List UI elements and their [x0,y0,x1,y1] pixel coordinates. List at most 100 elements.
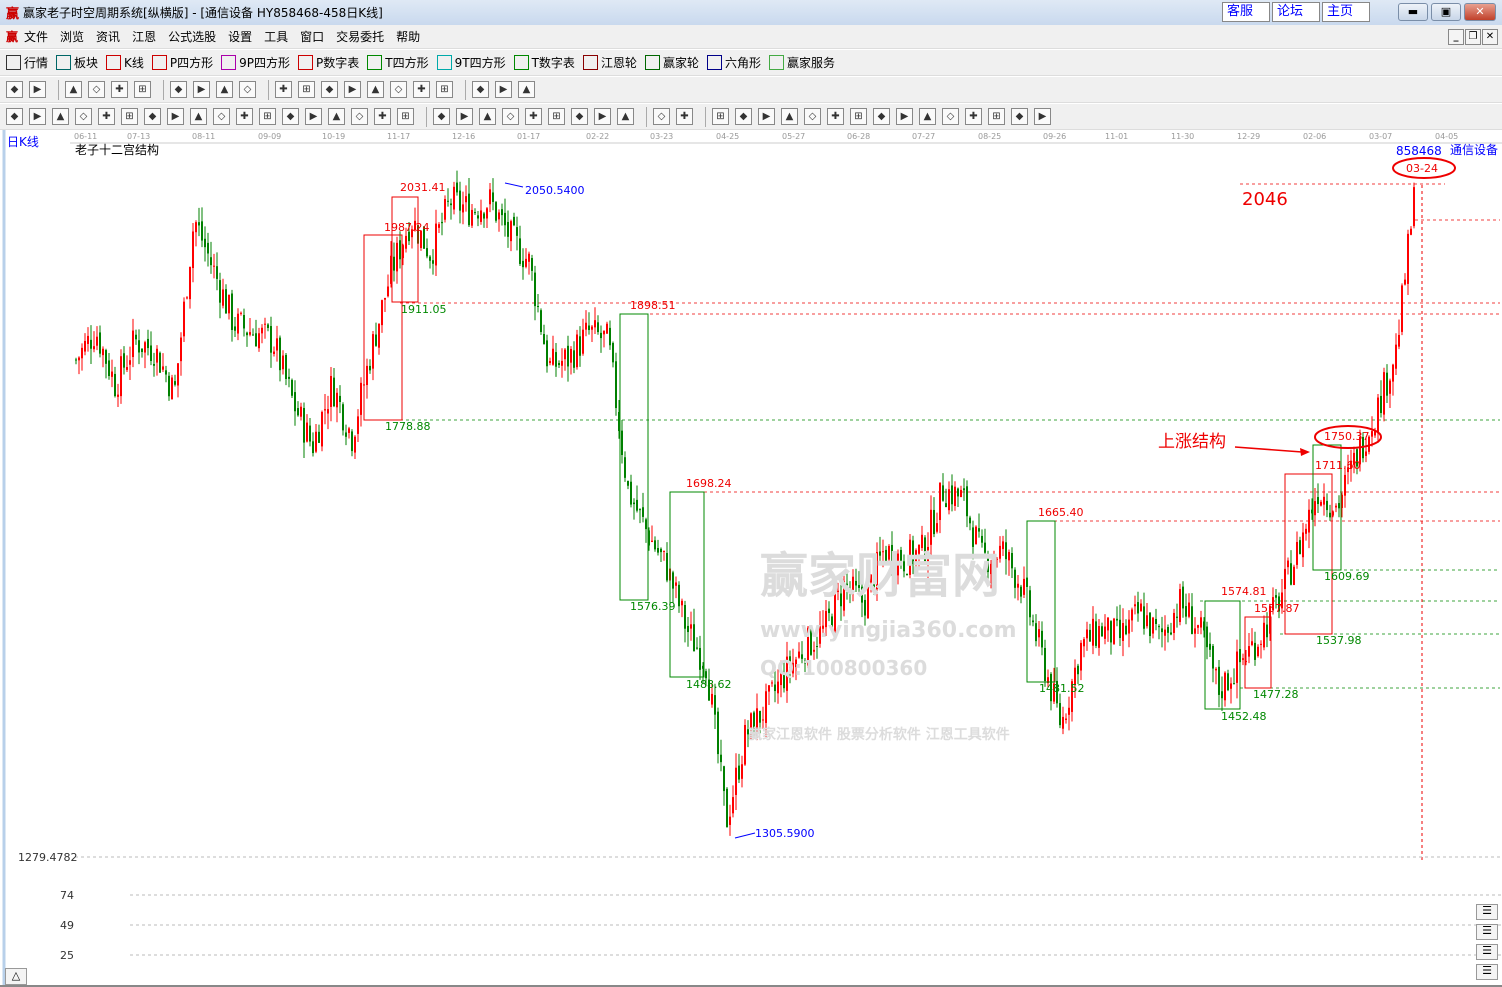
tool-icon[interactable]: ✚ [965,108,982,125]
tool-icon[interactable]: ▲ [617,108,634,125]
tool-icon[interactable]: ◇ [75,108,92,125]
mdi-minimize-button[interactable]: _ [1448,29,1464,45]
tool-icon[interactable]: ▶ [344,81,361,98]
menu-tools[interactable]: 工具 [264,30,289,44]
maximize-button[interactable]: ▣ [1431,3,1461,21]
tool-icon[interactable]: ◇ [239,81,256,98]
menu-help[interactable]: 帮助 [396,30,421,44]
tool-icon[interactable]: ✚ [413,81,430,98]
tool-icon[interactable]: ◆ [6,81,23,98]
tool-icon[interactable]: ▶ [29,108,46,125]
tool-icon[interactable]: ▶ [495,81,512,98]
menu-formula[interactable]: 公式选股 [168,30,217,44]
tool-icon[interactable]: ▲ [328,108,345,125]
tool-icon[interactable]: ▲ [190,108,207,125]
menu-file[interactable]: 文件 [24,30,49,44]
toolbar-candle-button[interactable]: K线 [106,54,144,71]
menu-info[interactable]: 资讯 [96,30,121,44]
tool-icon[interactable]: ⊞ [712,108,729,125]
tool-icon[interactable]: ▶ [896,108,913,125]
tool-icon[interactable]: ◆ [472,81,489,98]
tool-icon[interactable]: ◇ [88,81,105,98]
tool-icon[interactable]: ◆ [1011,108,1028,125]
close-button[interactable]: ✕ [1464,3,1496,21]
tool-icon[interactable]: ◇ [942,108,959,125]
triangle-button[interactable]: △ [5,968,27,985]
toolbar-tn-button[interactable]: T数字表 [513,54,575,71]
menu-browse[interactable]: 浏览 [60,30,85,44]
tool-icon[interactable]: ✚ [525,108,542,125]
tool-icon[interactable]: ✚ [827,108,844,125]
toolbar-p9-button[interactable]: 9P四方形 [221,54,290,71]
tool-icon[interactable]: ⊞ [548,108,565,125]
tool-icon[interactable]: ◇ [804,108,821,125]
tool-icon[interactable]: ⊞ [988,108,1005,125]
home-link[interactable]: 主页 [1322,2,1370,22]
tool-icon[interactable]: ⊞ [397,108,414,125]
toolbar-ps-button[interactable]: P四方形 [151,54,213,71]
tool-icon[interactable]: ▲ [479,108,496,125]
tool-icon[interactable]: ▶ [305,108,322,125]
kline-chart[interactable] [0,130,1502,987]
tool-icon[interactable]: ▶ [1034,108,1051,125]
mdi-close-button[interactable]: ✕ [1482,29,1498,45]
tool-icon[interactable]: ◆ [321,81,338,98]
tool-icon[interactable]: ◇ [351,108,368,125]
tool-icon[interactable]: ✚ [111,81,128,98]
tool-icon[interactable]: ◇ [653,108,670,125]
tool-icon[interactable]: ⊞ [436,81,453,98]
tool-icon[interactable]: ▲ [919,108,936,125]
tool-icon[interactable]: ✚ [98,108,115,125]
tool-icon[interactable]: ⊞ [259,108,276,125]
tool-icon[interactable]: ⊞ [134,81,151,98]
toolbar-wheel-button[interactable]: 江恩轮 [582,54,637,71]
minimize-button[interactable]: ▬ [1398,3,1428,21]
tool-icon[interactable]: ⊞ [121,108,138,125]
toolbar-pn-button[interactable]: P数字表 [298,54,359,71]
toolbar-ts-button[interactable]: T四方形 [367,54,429,71]
service-link[interactable]: 客服 [1222,2,1270,22]
toolbar-dollar-button[interactable]: 赢家服务 [768,54,835,71]
tool-icon[interactable]: ▶ [594,108,611,125]
tool-icon[interactable]: ▲ [781,108,798,125]
tool-icon[interactable]: ◆ [571,108,588,125]
tool-icon[interactable]: ◆ [170,81,187,98]
tool-icon[interactable]: ⊞ [298,81,315,98]
tool-icon[interactable]: ▲ [52,108,69,125]
toolbar-grid-button[interactable]: 行情 [6,54,48,71]
mdi-restore-button[interactable]: ❐ [1465,29,1481,45]
menu-settings[interactable]: 设置 [228,30,253,44]
tool-icon[interactable]: ✚ [275,81,292,98]
tool-icon[interactable]: ◇ [390,81,407,98]
toolbar-blocks-button[interactable]: 板块 [56,54,98,71]
tool-icon[interactable]: ▶ [758,108,775,125]
toolbar-yingjia-wheel-button[interactable]: 赢家轮 [644,54,699,71]
tool-icon[interactable]: ◆ [6,108,23,125]
forum-link[interactable]: 论坛 [1272,2,1320,22]
tool-icon[interactable]: ✚ [374,108,391,125]
tool-icon[interactable]: ⊞ [850,108,867,125]
panel-button[interactable]: ☰ [1476,944,1498,960]
tool-icon[interactable]: ▲ [65,81,82,98]
panel-button[interactable]: ☰ [1476,924,1498,940]
tool-icon[interactable]: ◇ [213,108,230,125]
menu-gann[interactable]: 江恩 [132,30,157,44]
tool-icon[interactable]: ▶ [193,81,210,98]
tool-icon[interactable]: ◆ [282,108,299,125]
menu-window[interactable]: 窗口 [300,30,325,44]
tool-icon[interactable]: ▶ [167,108,184,125]
tool-icon[interactable]: ✚ [236,108,253,125]
toolbar-hexagon-button[interactable]: 六角形 [706,54,761,71]
tool-icon[interactable]: ▶ [29,81,46,98]
tool-icon[interactable]: ▲ [367,81,384,98]
menu-trade[interactable]: 交易委托 [336,30,385,44]
tool-icon[interactable]: ◇ [502,108,519,125]
tool-icon[interactable]: ▲ [216,81,233,98]
tool-icon[interactable]: ◆ [735,108,752,125]
tool-icon[interactable]: ◆ [433,108,450,125]
tool-icon[interactable]: ▲ [518,81,535,98]
tool-icon[interactable]: ▶ [456,108,473,125]
tool-icon[interactable]: ◆ [873,108,890,125]
tool-icon[interactable]: ◆ [144,108,161,125]
toolbar-t9-button[interactable]: 9T四方形 [436,54,506,71]
